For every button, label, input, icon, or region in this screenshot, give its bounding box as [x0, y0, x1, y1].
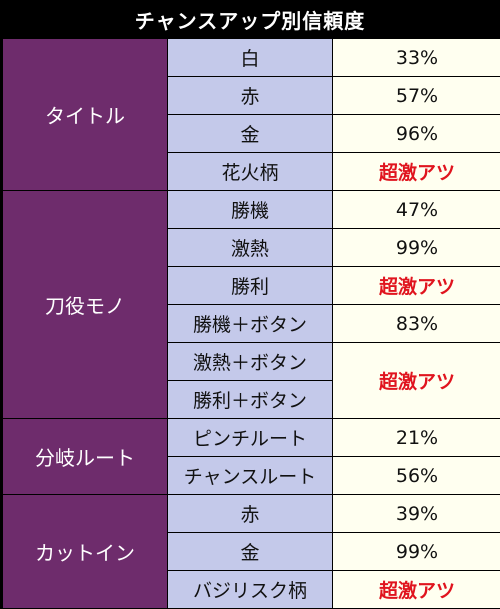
- item-label: ピンチルート: [168, 419, 333, 457]
- item-label: 勝利: [168, 267, 333, 305]
- item-value-hot: 超激アツ: [333, 343, 500, 419]
- group-label-katana: 刀役モノ: [3, 191, 168, 419]
- item-label: 赤: [168, 495, 333, 533]
- table-row: タイトル 白 33%: [3, 39, 500, 77]
- item-label: 激熱＋ボタン: [168, 343, 333, 381]
- table-title: チャンスアップ別信頼度: [0, 0, 500, 38]
- group-label-cutin: カットイン: [3, 495, 168, 609]
- table-row: カットイン 赤 39%: [3, 495, 500, 533]
- item-value: 99%: [333, 533, 500, 571]
- item-label: 白: [168, 39, 333, 77]
- item-value-hot: 超激アツ: [333, 267, 500, 305]
- item-value: 99%: [333, 229, 500, 267]
- item-label: 勝機: [168, 191, 333, 229]
- table-row: 刀役モノ 勝機 47%: [3, 191, 500, 229]
- item-label: 金: [168, 533, 333, 571]
- item-label: 花火柄: [168, 153, 333, 191]
- item-label: バジリスク柄: [168, 571, 333, 609]
- item-label: 勝利＋ボタン: [168, 381, 333, 419]
- item-label: 赤: [168, 77, 333, 115]
- item-label: 勝機＋ボタン: [168, 305, 333, 343]
- reliability-table: タイトル 白 33% 赤 57% 金 96% 花火柄 超激アツ 刀役モノ 勝機 …: [2, 38, 500, 609]
- group-label-title: タイトル: [3, 39, 168, 191]
- item-value: 83%: [333, 305, 500, 343]
- item-value: 21%: [333, 419, 500, 457]
- item-label: チャンスルート: [168, 457, 333, 495]
- item-value: 57%: [333, 77, 500, 115]
- item-value-hot: 超激アツ: [333, 571, 500, 609]
- item-value: 56%: [333, 457, 500, 495]
- group-label-route: 分岐ルート: [3, 419, 168, 495]
- item-value: 47%: [333, 191, 500, 229]
- item-label: 金: [168, 115, 333, 153]
- item-label: 激熱: [168, 229, 333, 267]
- item-value: 33%: [333, 39, 500, 77]
- item-value: 96%: [333, 115, 500, 153]
- item-value: 39%: [333, 495, 500, 533]
- item-value-hot: 超激アツ: [333, 153, 500, 191]
- table-row: 分岐ルート ピンチルート 21%: [3, 419, 500, 457]
